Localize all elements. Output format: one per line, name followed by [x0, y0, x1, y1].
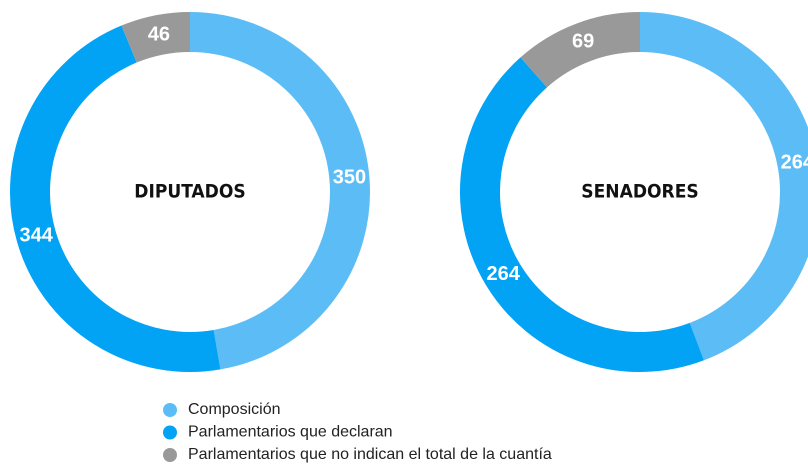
donut-segment	[460, 57, 704, 372]
legend-label: Composición	[188, 401, 280, 418]
legend-swatch	[163, 403, 177, 417]
legend-swatch	[163, 448, 177, 462]
value-label: 69	[572, 31, 594, 53]
value-label: 264	[781, 151, 808, 173]
value-label: 264	[486, 263, 520, 285]
value-label: 46	[148, 23, 170, 45]
value-label: 350	[333, 167, 366, 189]
legend-label: Parlamentarios que declaran	[188, 424, 393, 441]
center-label: DIPUTADOS	[134, 181, 245, 203]
donut-segment	[520, 12, 641, 88]
legend-label: Parlamentarios que no indican el total d…	[188, 446, 552, 463]
donut-segment	[10, 25, 221, 372]
legend-swatch	[163, 425, 177, 440]
donut-segment	[639, 12, 808, 361]
value-label: 344	[20, 225, 54, 247]
donut-segment	[189, 12, 370, 370]
center-label: SENADORES	[581, 181, 698, 203]
donut-segment	[121, 12, 191, 63]
